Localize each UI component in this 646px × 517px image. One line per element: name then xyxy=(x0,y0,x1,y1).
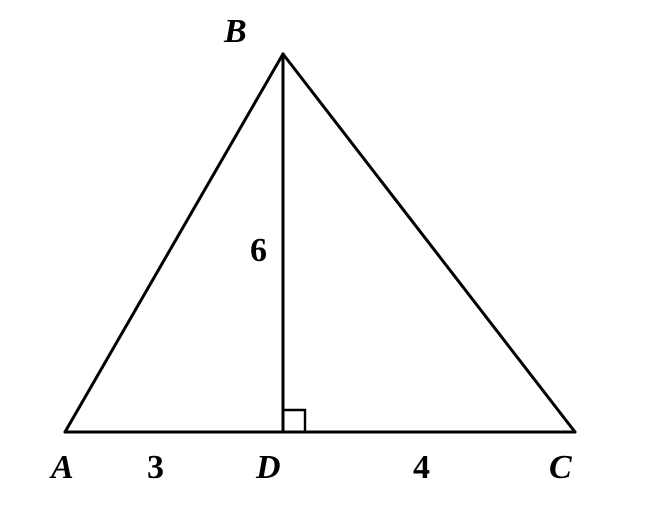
length-AD: 3 xyxy=(147,449,164,486)
right-angle-marker xyxy=(283,410,305,432)
edges xyxy=(65,54,575,432)
label-D: D xyxy=(255,449,281,486)
length-BD: 6 xyxy=(250,232,267,269)
edge-BC xyxy=(283,54,575,432)
triangle-diagram: A B C D 3 4 6 xyxy=(0,0,646,517)
length-DC: 4 xyxy=(413,449,430,486)
label-B: B xyxy=(223,13,247,50)
label-C: C xyxy=(549,449,572,486)
label-A: A xyxy=(49,449,74,486)
